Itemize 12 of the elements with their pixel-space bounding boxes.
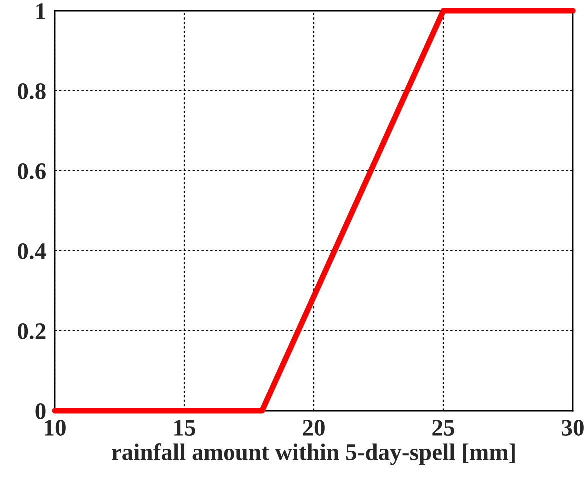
y-tick-label: 0.6 [18,163,46,180]
x-tick-label: 20 [303,420,325,436]
y-tick-label: 0 [36,403,46,420]
x-tick-label: 30 [562,420,584,436]
y-tick-label: 1 [36,4,46,20]
y-tick-label: 0.2 [18,323,46,340]
y-tick-label: 0.8 [18,83,46,100]
y-tick-label: 0.4 [18,243,46,260]
x-axis-title: rainfall amount within 5-day-spell [mm] [112,444,515,466]
x-tick-label: 25 [432,420,454,436]
x-tick-label: 15 [174,420,196,436]
x-tick-label: 10 [45,420,66,436]
